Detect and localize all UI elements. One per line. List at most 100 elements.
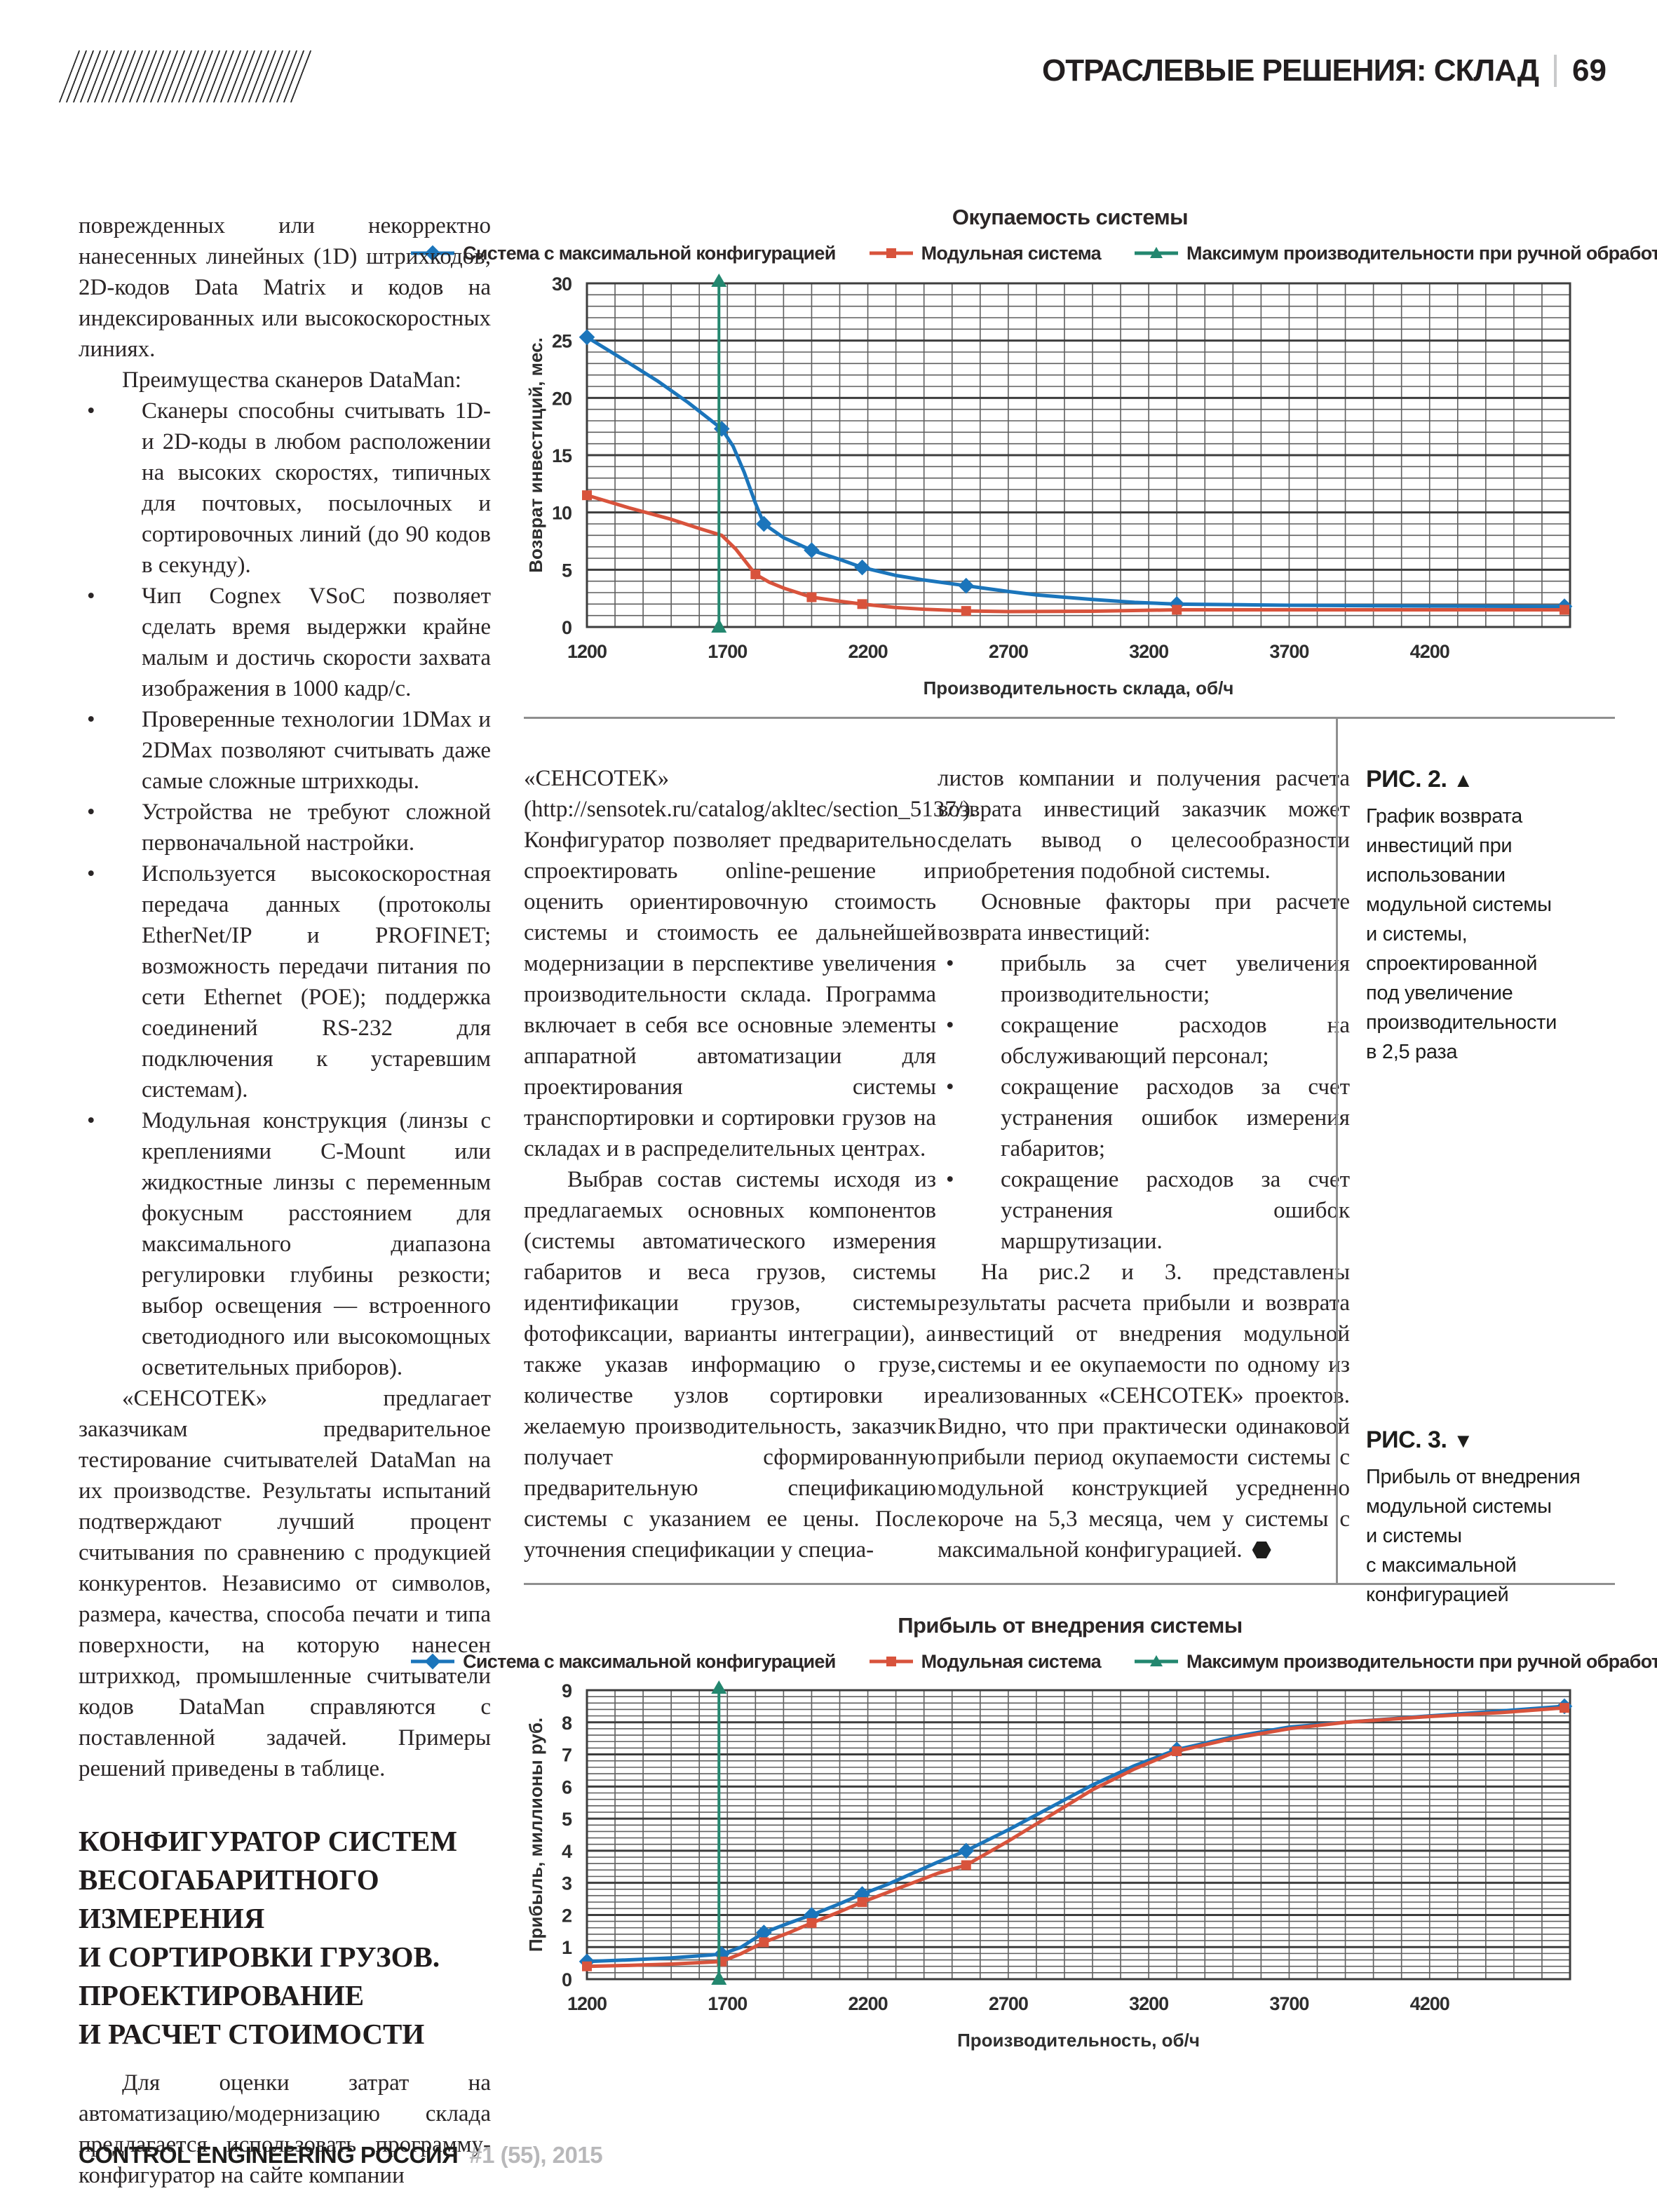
svg-text:10: 10 [552, 503, 572, 524]
legend-item: Система с максимальной конфигурацией [410, 1651, 836, 1673]
list-item: • Модульная конструкция (линзы с креплени… [79, 1105, 491, 1383]
list-item: • сокращение расходов за счет устранения … [938, 1072, 1350, 1164]
bullet-text: Чип Cognex VSoC позволяет сделать время … [142, 584, 491, 701]
chart-title: Прибыль от внедрения системы [898, 1613, 1243, 1638]
legend-label: Система с максимальной конфигурацией [463, 242, 836, 264]
legend-label: Модульная система [921, 1650, 1102, 1672]
svg-text:9: 9 [562, 1680, 572, 1701]
list-item: • сокращение расходов за счет устранения … [938, 1164, 1350, 1257]
legend-marker-icon [411, 245, 455, 262]
svg-text:Прибыль, миллионы руб.: Прибыль, миллионы руб. [525, 1718, 546, 1952]
paragraph: «СЕНСОТЕК» предлагает заказчикам предвар… [79, 1386, 491, 1781]
left-column: поврежденных или некорректно нанесенных … [79, 210, 491, 2191]
svg-text:8: 8 [562, 1713, 572, 1734]
svg-text:1: 1 [562, 1937, 572, 1958]
svg-text:Производительность склада, об/: Производительность склада, об/ч [924, 677, 1234, 699]
svg-text:2700: 2700 [989, 1993, 1028, 2014]
bullet-icon: • [87, 800, 95, 825]
legend-item: Система с максимальной конфигурацией [410, 243, 836, 264]
magazine-name: CONTROL ENGINEERING РОССИЯ [79, 2142, 459, 2168]
svg-text:3: 3 [562, 1873, 572, 1894]
svg-text:3200: 3200 [1129, 641, 1168, 662]
bullet-icon: • [87, 861, 95, 886]
svg-text:4: 4 [562, 1841, 572, 1862]
bullet-icon: • [87, 584, 95, 609]
paragraph: Для оценки затрат на автоматизацию/модер… [79, 2070, 491, 2188]
chart-plot: 0 1 2 3 4 5 6 7 8 9 1200 1700 2200 2700 3200 3700 4200 Пр… [525, 1680, 1573, 2051]
svg-text:25: 25 [552, 331, 572, 352]
svg-text:0: 0 [562, 617, 572, 638]
middle-column: «СЕНСОТЕК» (http://sensotek.ru/catalog/a… [524, 763, 977, 1565]
paragraph: «СЕНСОТЕК» (http://sensotek.ru/catalog/a… [524, 766, 977, 1161]
figure3-number: РИС. 3. [1366, 1427, 1447, 1453]
sidebar-divider [1336, 717, 1338, 1585]
paragraph: листов компании и получения расчета возв… [938, 766, 1350, 884]
bullet-text: сокращение расходов на обслуживающий пер… [1001, 1013, 1350, 1069]
issue-number: #1 (55), 2015 [469, 2142, 603, 2168]
bullet-icon: • [87, 707, 95, 732]
list-item: • прибыль за счет увеличения производител… [938, 948, 1350, 1010]
legend-marker-icon [869, 1657, 913, 1666]
bullet-icon: • [946, 951, 954, 976]
svg-text:4200: 4200 [1410, 1993, 1449, 2014]
end-of-article-icon [1252, 1542, 1271, 1558]
figure2-number: РИС. 2. [1366, 766, 1447, 793]
chart-title: Окупаемость системы [952, 205, 1189, 229]
figure2-caption: РИС. 2. ▲ График возврата инвестиций при… [1366, 766, 1616, 1067]
page-number: 69 [1572, 53, 1607, 88]
list-item: • Сканеры способны считывать 1D- и 2D-код… [79, 396, 491, 581]
bullet-text: сокращение расходов за счет устранения о… [1001, 1074, 1350, 1161]
legend-marker-icon [411, 1653, 455, 1670]
legend-marker-icon [869, 248, 913, 258]
horizontal-rule [524, 1583, 1615, 1585]
svg-text:6: 6 [562, 1776, 572, 1798]
legend-item: Модульная система [868, 1650, 1102, 1673]
bullet-text: прибыль за счет увеличения производитель… [1001, 951, 1350, 1007]
list-item: • сокращение расходов на обслуживающий пе… [938, 1010, 1350, 1072]
svg-text:7: 7 [562, 1745, 572, 1766]
svg-text:1200: 1200 [567, 1993, 607, 2014]
legend-label: Максимум производительности при ручной о… [1186, 242, 1657, 264]
svg-text:5: 5 [562, 1809, 572, 1830]
legend-item: Модульная система [868, 243, 1102, 264]
arrow-up-icon: ▲ [1453, 769, 1473, 792]
svg-text:3700: 3700 [1269, 641, 1308, 662]
list-item: • Используется высокоскоростная передача … [79, 858, 491, 1105]
svg-text:4200: 4200 [1410, 641, 1449, 662]
page-footer: CONTROL ENGINEERING РОССИЯ #1 (55), 2015 [79, 2142, 603, 2169]
legend-marker-icon [1134, 247, 1178, 258]
section-title: ОТРАСЛЕВЫЕ РЕШЕНИЯ: СКЛАД [1042, 53, 1539, 88]
legend-item: Максимум производительности при ручной о… [1133, 1651, 1657, 1673]
bullet-icon: • [946, 1013, 954, 1038]
svg-text:30: 30 [552, 274, 572, 295]
legend-marker-icon [1134, 1655, 1178, 1666]
bullet-icon: • [87, 1108, 95, 1133]
right-column: листов компании и получения расчета возв… [938, 763, 1350, 1565]
svg-text:1700: 1700 [708, 641, 747, 662]
svg-text:20: 20 [552, 388, 572, 409]
list-item: • Устройства не требуют сложной первонача… [79, 797, 491, 858]
svg-text:2: 2 [562, 1905, 572, 1926]
bullet-text: Сканеры способны считывать 1D- и 2D-коды… [142, 398, 491, 578]
horizontal-rule [524, 717, 1615, 719]
bullet-text: Модульная конструкция (линзы с крепления… [142, 1108, 491, 1380]
svg-text:15: 15 [552, 445, 572, 466]
legend-label: Максимум производительности при ручной о… [1186, 1650, 1657, 1672]
page-header: ОТРАСЛЕВЫЕ РЕШЕНИЯ: СКЛАД 69 [1042, 53, 1607, 88]
figure2-label: РИС. 2. ▲ [1366, 766, 1616, 793]
svg-text:2700: 2700 [989, 641, 1028, 662]
bullet-icon: • [946, 1074, 954, 1100]
paragraph: На рис.2 и 3. представлены результаты ра… [938, 1260, 1350, 1563]
svg-text:Производительность, об/ч: Производительность, об/ч [957, 2030, 1200, 2051]
paragraph: поврежденных или некорректно нанесенных … [79, 213, 491, 362]
svg-text:2200: 2200 [848, 641, 888, 662]
hatch-decoration [58, 50, 316, 102]
svg-text:5: 5 [562, 560, 572, 581]
legend-label: Система с максимальной конфигурацией [463, 1650, 836, 1672]
legend-item: Максимум производительности при ручной о… [1133, 243, 1657, 264]
svg-text:1700: 1700 [708, 1993, 747, 2014]
arrow-down-icon: ▼ [1453, 1430, 1473, 1452]
bullet-text: Используется высокоскоростная передача д… [142, 861, 491, 1102]
chart-legend: Система с максимальной конфигурацией Моду… [411, 1648, 1657, 1675]
